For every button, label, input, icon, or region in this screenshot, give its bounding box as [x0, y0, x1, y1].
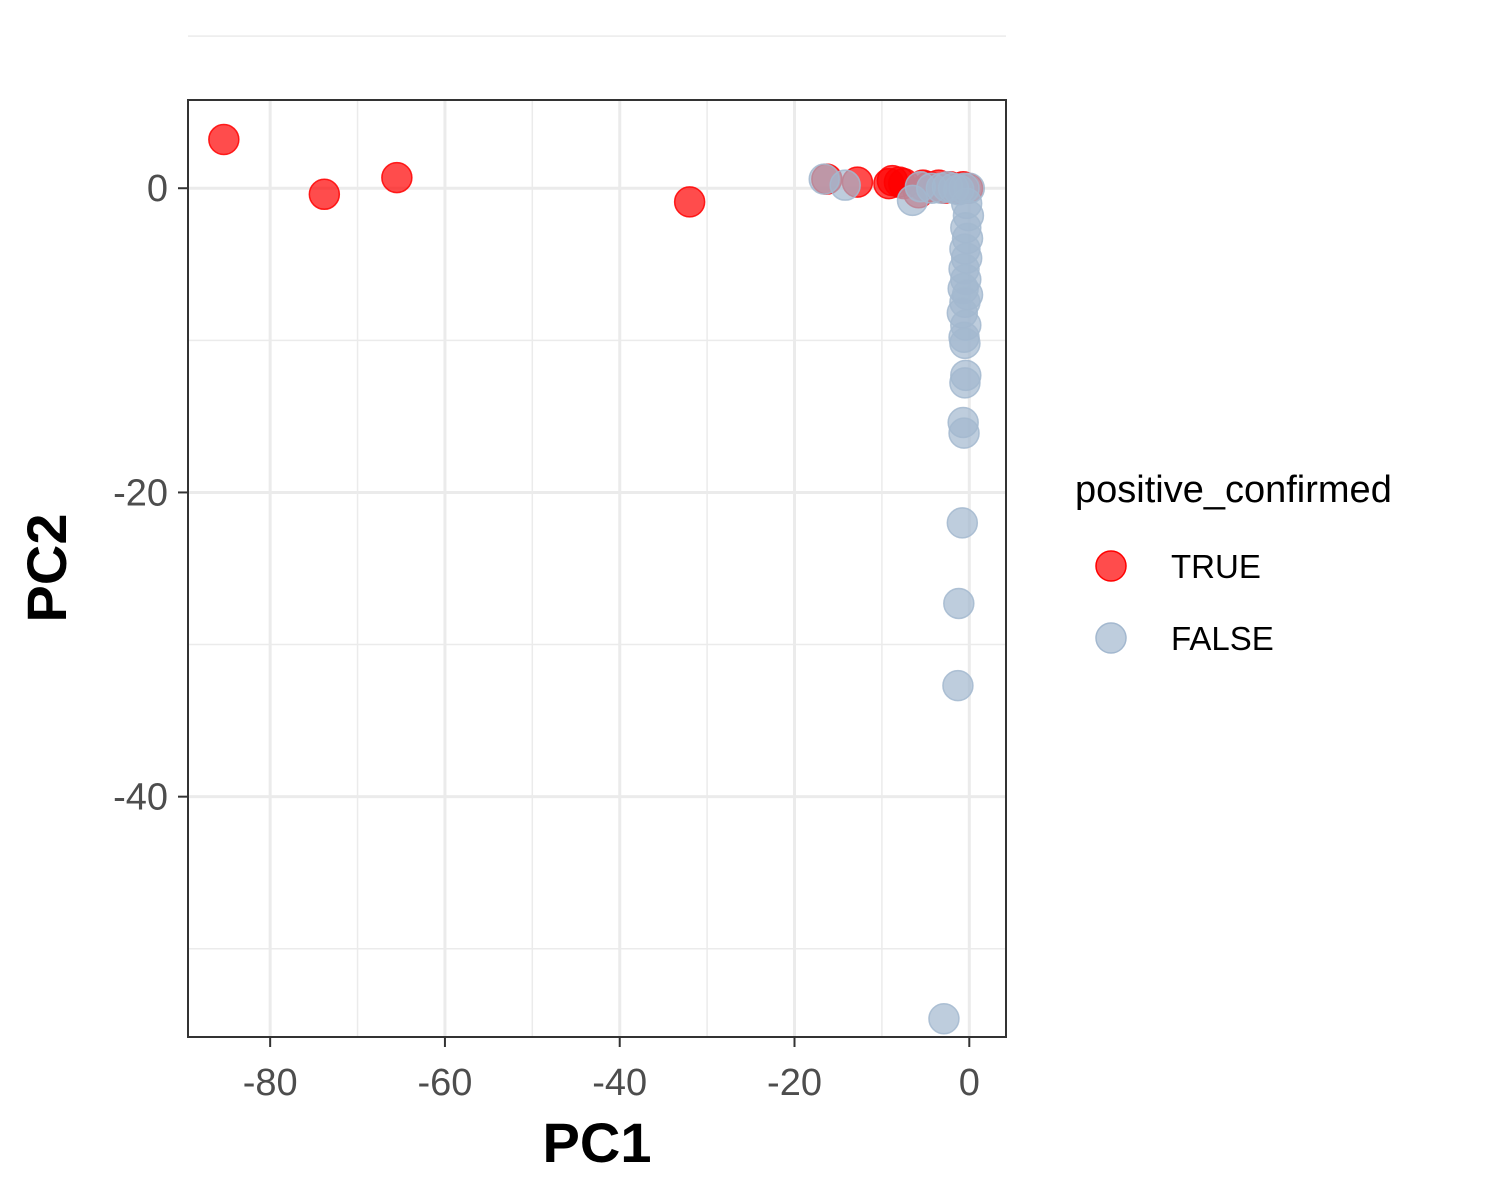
- x-tick-label: 0: [959, 1062, 980, 1104]
- plot-panel: [188, 100, 1006, 1037]
- legend-swatch-false: [1095, 622, 1127, 654]
- legend-title: positive_confirmed: [1075, 469, 1392, 511]
- data-point: [949, 327, 981, 360]
- data-point: [943, 587, 975, 620]
- data-point: [208, 123, 240, 156]
- data-point: [949, 367, 981, 399]
- series-false: [808, 163, 986, 1035]
- legend-swatch-true: [1095, 550, 1127, 582]
- x-tick-label: -80: [243, 1062, 298, 1104]
- data-point: [948, 417, 980, 449]
- data-point: [673, 186, 706, 218]
- y-tick-label: -20: [113, 472, 168, 514]
- legend: positive_confirmed TRUE FALSE: [1075, 469, 1392, 657]
- y-tick-label: -40: [113, 777, 168, 819]
- x-tick-label: -40: [592, 1062, 647, 1104]
- data-point: [946, 507, 979, 539]
- axis-ticks: -80 -60 -40 -20 0 0 -20 -40: [113, 168, 980, 1104]
- data-point: [308, 178, 341, 211]
- data-point: [829, 169, 861, 201]
- y-axis-title: PC2: [15, 514, 78, 623]
- y-tick-label: 0: [147, 168, 168, 210]
- legend-label-false: FALSE: [1171, 620, 1274, 657]
- data-point: [381, 161, 413, 194]
- data-points: [208, 123, 986, 1035]
- data-point: [942, 669, 974, 702]
- legend-label-true: TRUE: [1171, 548, 1261, 585]
- x-tick-label: -20: [767, 1062, 822, 1104]
- x-tick-label: -60: [417, 1062, 472, 1104]
- x-axis-title: PC1: [543, 1111, 652, 1174]
- plot-border: [187, 99, 1007, 1038]
- data-point: [928, 1002, 960, 1035]
